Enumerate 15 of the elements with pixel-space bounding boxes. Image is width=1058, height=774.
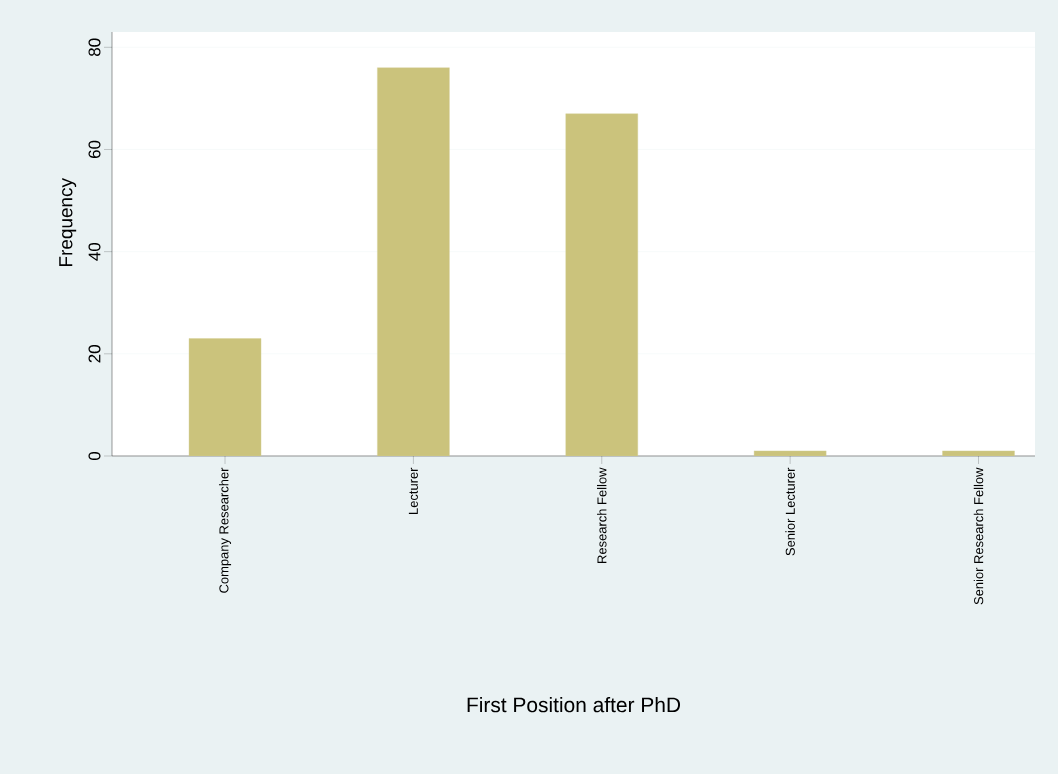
x-axis-title: First Position after PhD <box>467 696 681 713</box>
y-axis-title: Frequency <box>59 178 77 266</box>
x-tick-label: Lecturer <box>408 467 418 514</box>
x-tick-label: Research Fellow <box>597 467 607 563</box>
y-tick-label: 20 <box>88 345 101 363</box>
y-tick-label: 80 <box>88 38 101 56</box>
x-tick-label: Senior Lecturer <box>785 467 795 556</box>
y-tick-label: 60 <box>88 140 101 159</box>
y-tick-label: 0 <box>88 451 101 461</box>
x-tick-label: Senior Research Fellow <box>973 467 984 605</box>
y-tick-label: 40 <box>88 242 101 261</box>
x-tick-label: Company Researcher <box>218 467 232 593</box>
bar <box>377 67 450 456</box>
bar <box>565 113 638 456</box>
bar <box>188 338 262 456</box>
